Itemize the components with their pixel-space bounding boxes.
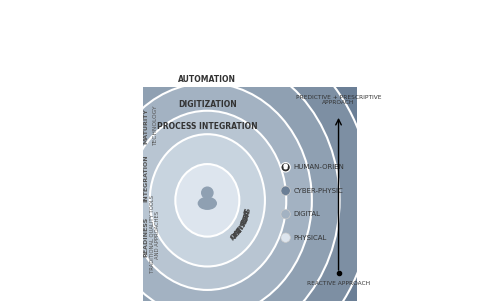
Circle shape [281, 210, 290, 219]
Text: PHYSICAL: PHYSICAL [294, 235, 327, 241]
Text: TECHNOLOGY: TECHNOLOGY [152, 105, 158, 146]
Text: D: D [241, 217, 248, 225]
Text: PREDICTIVE + PRESCRIPTIVE
APPROACH: PREDICTIVE + PRESCRIPTIVE APPROACH [296, 95, 382, 105]
Text: E: E [240, 219, 248, 226]
Ellipse shape [284, 166, 288, 169]
Text: INTELLIGENCE: INTELLIGENCE [176, 8, 238, 17]
Circle shape [202, 187, 213, 198]
Ellipse shape [150, 134, 265, 266]
Ellipse shape [43, 21, 372, 302]
Text: INTEGRATION: INTEGRATION [144, 154, 148, 202]
Text: DIGITAL: DIGITAL [294, 211, 320, 217]
Text: T: T [244, 209, 251, 215]
Text: T: T [236, 226, 244, 233]
Ellipse shape [198, 197, 217, 210]
Text: HUMAN-ORIEN: HUMAN-ORIEN [294, 164, 344, 170]
Circle shape [284, 164, 288, 168]
Text: READINESS: READINESS [144, 217, 148, 257]
Circle shape [281, 162, 290, 172]
Text: E: E [243, 213, 250, 219]
Text: DIGITIZATION: DIGITIZATION [178, 100, 236, 109]
Text: S: S [239, 221, 246, 229]
Ellipse shape [75, 53, 340, 302]
Text: TRADITIONAL QUALITY TOOLS
AND APPROACHES: TRADITIONAL QUALITY TOOLS AND APPROACHES [150, 195, 160, 274]
Text: R: R [240, 220, 248, 227]
Ellipse shape [176, 164, 240, 236]
Text: A: A [234, 229, 241, 237]
Ellipse shape [128, 111, 286, 290]
Text: MATURITY: MATURITY [144, 108, 148, 144]
Text: A: A [244, 210, 251, 216]
Text: O: O [230, 233, 238, 241]
Text: REACTIVE APPROACH: REACTIVE APPROACH [307, 281, 370, 286]
Text: R: R [234, 228, 242, 236]
Text: AUTOMATION: AUTOMATION [178, 75, 236, 84]
Ellipse shape [11, 0, 404, 302]
Text: I: I [238, 225, 244, 230]
Text: H: H [242, 214, 250, 221]
Text: PROCESS INTEGRATION: PROCESS INTEGRATION [157, 122, 258, 131]
Circle shape [281, 186, 290, 195]
Text: I: I [232, 233, 237, 239]
Text: C: C [233, 230, 240, 238]
Text: S: S [244, 207, 252, 213]
Text: CYBER-PHYSIC: CYBER-PHYSIC [294, 188, 344, 194]
Text: N: N [236, 225, 245, 233]
Text: CONNECTIVITY: CONNECTIVITY [176, 49, 239, 58]
Circle shape [281, 233, 290, 243]
Text: E: E [236, 227, 243, 234]
Text: N: N [229, 234, 237, 242]
Text: K: K [244, 211, 250, 218]
Text: T: T [232, 231, 239, 239]
Text: O: O [242, 215, 250, 222]
Ellipse shape [103, 83, 312, 302]
Text: L: L [242, 217, 249, 223]
